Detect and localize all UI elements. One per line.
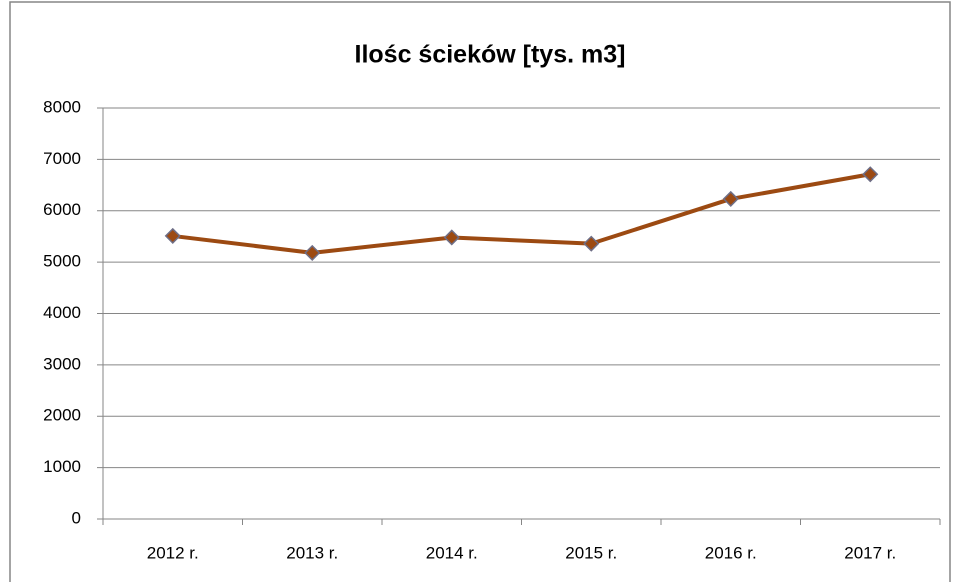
x-tick-label: 2016 r. — [705, 543, 757, 562]
x-tick-label: 2014 r. — [426, 543, 478, 562]
y-tick-label: 8000 — [43, 97, 81, 116]
x-tick-label: 2017 r. — [844, 543, 896, 562]
y-tick-label: 1000 — [43, 457, 81, 476]
marker — [862, 166, 879, 183]
y-tick-label: 6000 — [43, 200, 81, 219]
chart-frame — [9, 1, 951, 582]
y-tick-label: 2000 — [43, 406, 81, 425]
x-tick-label: 2015 r. — [565, 543, 617, 562]
y-tick-label: 5000 — [43, 252, 81, 271]
marker — [583, 235, 600, 252]
line — [172, 172, 871, 255]
y-tick-label: 7000 — [43, 149, 81, 168]
marker — [443, 229, 460, 246]
marker — [164, 227, 181, 244]
marker — [304, 244, 321, 261]
x-tick-label: 2012 r. — [147, 543, 199, 562]
y-tick-label: 3000 — [43, 354, 81, 373]
chart-title: Ilośc ścieków [tys. m3] — [355, 41, 626, 69]
x-tick-label: 2013 r. — [286, 543, 338, 562]
y-tick-label: 0 — [72, 508, 81, 527]
marker — [722, 190, 739, 207]
y-tick-label: 4000 — [43, 303, 81, 322]
